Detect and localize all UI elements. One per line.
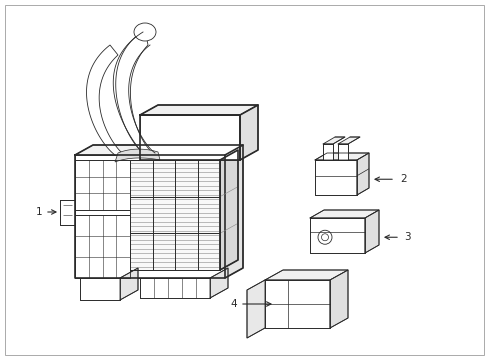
Polygon shape <box>309 210 378 218</box>
Polygon shape <box>75 155 224 278</box>
Polygon shape <box>240 105 258 160</box>
Polygon shape <box>115 149 160 162</box>
Polygon shape <box>75 215 130 278</box>
Polygon shape <box>264 270 347 280</box>
Polygon shape <box>75 160 130 210</box>
Polygon shape <box>80 278 120 300</box>
Polygon shape <box>337 144 347 160</box>
Polygon shape <box>116 30 155 155</box>
Polygon shape <box>130 160 220 270</box>
Polygon shape <box>60 200 75 225</box>
Polygon shape <box>140 105 258 115</box>
Text: 4: 4 <box>230 299 237 309</box>
Text: 3: 3 <box>403 232 410 242</box>
Polygon shape <box>120 268 138 300</box>
Polygon shape <box>220 150 238 270</box>
Polygon shape <box>75 145 243 155</box>
Ellipse shape <box>321 234 328 241</box>
Polygon shape <box>329 270 347 328</box>
Polygon shape <box>140 278 209 298</box>
Polygon shape <box>323 137 345 144</box>
Polygon shape <box>224 145 243 278</box>
Polygon shape <box>337 137 359 144</box>
Polygon shape <box>314 160 356 195</box>
Polygon shape <box>356 153 368 195</box>
Polygon shape <box>309 218 364 253</box>
Polygon shape <box>209 268 227 298</box>
Polygon shape <box>246 280 264 338</box>
Polygon shape <box>264 280 329 328</box>
Ellipse shape <box>134 23 156 41</box>
Polygon shape <box>364 210 378 253</box>
Polygon shape <box>314 153 368 160</box>
Polygon shape <box>323 144 332 160</box>
Text: 2: 2 <box>399 174 406 184</box>
Polygon shape <box>140 115 240 160</box>
Text: 1: 1 <box>35 207 42 217</box>
Ellipse shape <box>317 230 331 244</box>
Polygon shape <box>86 45 128 158</box>
